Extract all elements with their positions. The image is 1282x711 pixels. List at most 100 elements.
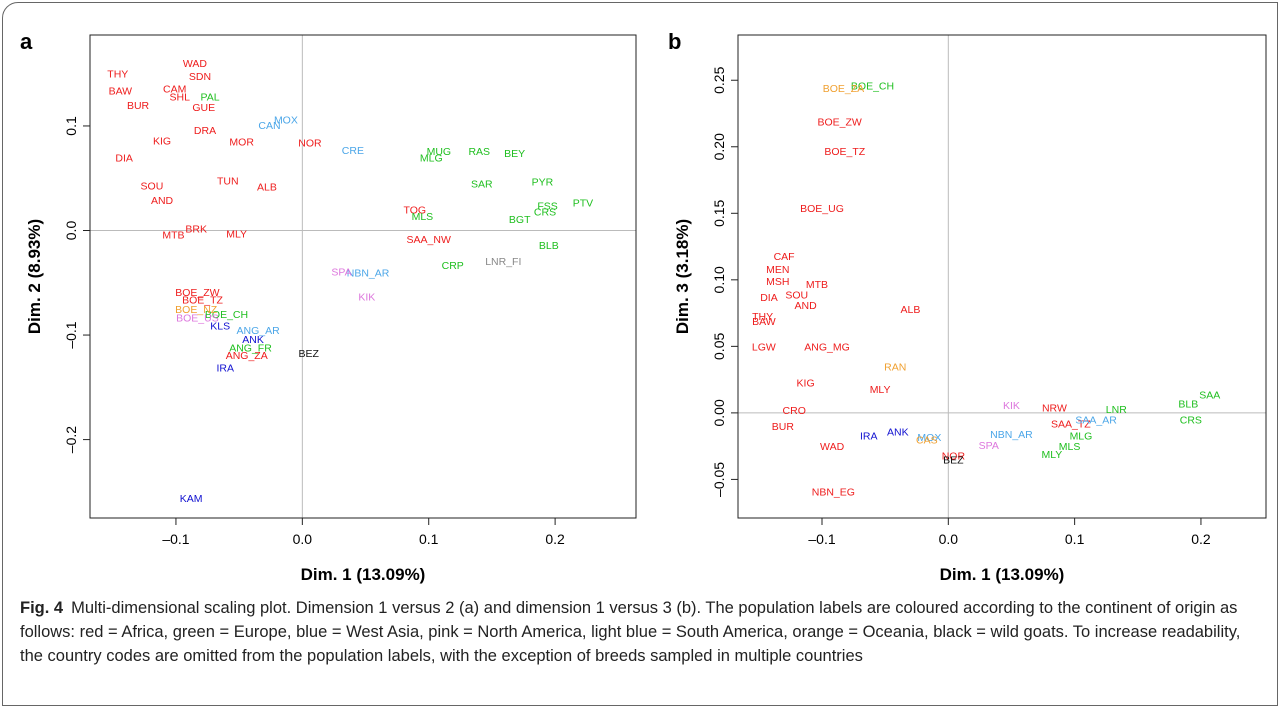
y-tick-label: 0.05 (711, 333, 727, 360)
point-label: THY (107, 69, 128, 81)
point-label: NOR (942, 450, 966, 462)
point-label: MSH (766, 276, 789, 288)
point-label: BAW (752, 316, 776, 328)
y-tick-label: 0.15 (711, 199, 727, 226)
point-label: BEZ (943, 454, 964, 466)
point-label: BOE_TZ (182, 295, 223, 307)
panel-label: b (668, 29, 681, 54)
x-tick-label: 0.1 (419, 531, 439, 547)
point-label: MLY (870, 384, 891, 396)
x-tick-label: 0.0 (939, 531, 959, 547)
panel-label: a (20, 29, 33, 54)
y-tick-label: –0.1 (63, 321, 79, 348)
y-tick-label: 0.10 (711, 266, 727, 293)
point-label: MTB (806, 279, 828, 291)
point-label: TOG (404, 205, 427, 217)
point-label: NBN_EG (812, 486, 855, 498)
point-label: PYR (532, 176, 554, 188)
point-label: SAA_NW (407, 234, 451, 246)
y-tick-label: 0.25 (711, 66, 727, 93)
point-label: MLS (412, 211, 434, 223)
point-label: BOE_NZ (175, 304, 218, 316)
point-label: SAA (1199, 389, 1220, 401)
point-label: ANG_FR (229, 343, 272, 355)
point-label: BEY (504, 148, 525, 160)
point-label: ALB (900, 304, 920, 316)
point-label: AND (794, 300, 817, 312)
x-tick-label: 0.1 (1065, 531, 1085, 547)
point-label: SOU (141, 181, 164, 193)
point-label: ANG_MG (804, 341, 850, 353)
point-label: BOE_CH (205, 309, 248, 321)
point-label: ANK (242, 334, 264, 346)
point-label: DIA (760, 292, 778, 304)
point-label: KAM (180, 493, 203, 505)
point-label: BOE_CH (851, 81, 894, 93)
point-label: MOR (229, 137, 254, 149)
point-label: WAD (183, 58, 208, 70)
point-label: DRA (194, 125, 216, 137)
point-label: SAA_AR (1075, 415, 1117, 427)
point-label: BOE_ZA (823, 83, 864, 95)
point-label: SOU (785, 289, 808, 301)
point-label: MUG (427, 146, 452, 158)
point-label: LGW (752, 341, 776, 353)
point-label: BUR (127, 100, 150, 112)
point-label: GUE (192, 102, 215, 114)
point-label: MLG (420, 152, 443, 164)
caption: Fig. 4 Multi-dimensional scaling plot. Di… (20, 596, 1260, 668)
x-tick-label: –0.1 (162, 531, 189, 547)
point-label: BOE_TZ (824, 146, 865, 158)
point-label: BEZ (298, 348, 319, 360)
point-label: ANG_AR (237, 325, 281, 337)
point-label: IRA (216, 362, 234, 374)
point-label: MLG (1070, 431, 1093, 443)
chart: a –0.1 0.0 0.1 0.2 –0.2 –0.1 0.0 0.1 Dim. 1 (13.0… (20, 29, 1267, 584)
x-tick-label: 0.2 (545, 531, 565, 547)
plot-frame (737, 34, 1267, 519)
point-label: MLY (1041, 449, 1062, 461)
y-axis-title: Dim. 3 (3.18%) (673, 219, 692, 334)
caption-text: Multi-dimensional scaling plot. Dimensio… (20, 599, 1241, 665)
point-label: KIK (358, 291, 375, 303)
point-label: DIA (115, 152, 133, 164)
point-label: AND (151, 195, 174, 207)
point-label: MOX (917, 432, 941, 444)
y-tick-label: 0.20 (711, 133, 727, 160)
point-label: CRE (342, 145, 364, 157)
y-axis-title: Dim. 2 (8.93%) (25, 219, 44, 334)
point-label: LNR (1106, 404, 1127, 416)
point-label: MOX (274, 115, 298, 127)
point-label: MEN (766, 264, 789, 276)
x-axis-title: Dim. 1 (13.09%) (940, 565, 1065, 584)
y-tick-label: 0.0 (63, 221, 79, 241)
point-label: PAL (201, 92, 220, 104)
point-label: WAD (820, 441, 845, 453)
point-label: KIK (1003, 400, 1020, 412)
point-label: ANG_ZA (226, 350, 268, 362)
x-tick-label: 0.2 (1191, 531, 1211, 547)
point-label: MLS (1059, 441, 1081, 453)
x-tick-label: –0.1 (808, 531, 835, 547)
point-label: BAW (109, 85, 133, 97)
point-label: ALB (257, 182, 277, 194)
y-tick-label: 0.1 (63, 116, 79, 136)
point-label: TUN (217, 175, 239, 187)
point-label: IRA (860, 431, 878, 443)
point-label: CAM (163, 83, 186, 95)
caption-label: Fig. 4 (20, 599, 64, 617)
point-label: CRO (783, 405, 806, 417)
x-tick-label: 0.0 (293, 531, 313, 547)
point-label: KIG (797, 377, 815, 389)
point-label: CAN (258, 120, 280, 132)
point-label: BRK (185, 223, 207, 235)
point-label: KLS (210, 321, 230, 333)
point-label: ANK (887, 427, 909, 439)
point-label: NBN_AR (990, 429, 1033, 441)
point-label: SDN (189, 71, 211, 83)
point-label: THY (752, 311, 773, 323)
point-label: NOR (298, 138, 322, 150)
point-label: NRW (1042, 403, 1067, 415)
plot-frame (89, 34, 637, 519)
